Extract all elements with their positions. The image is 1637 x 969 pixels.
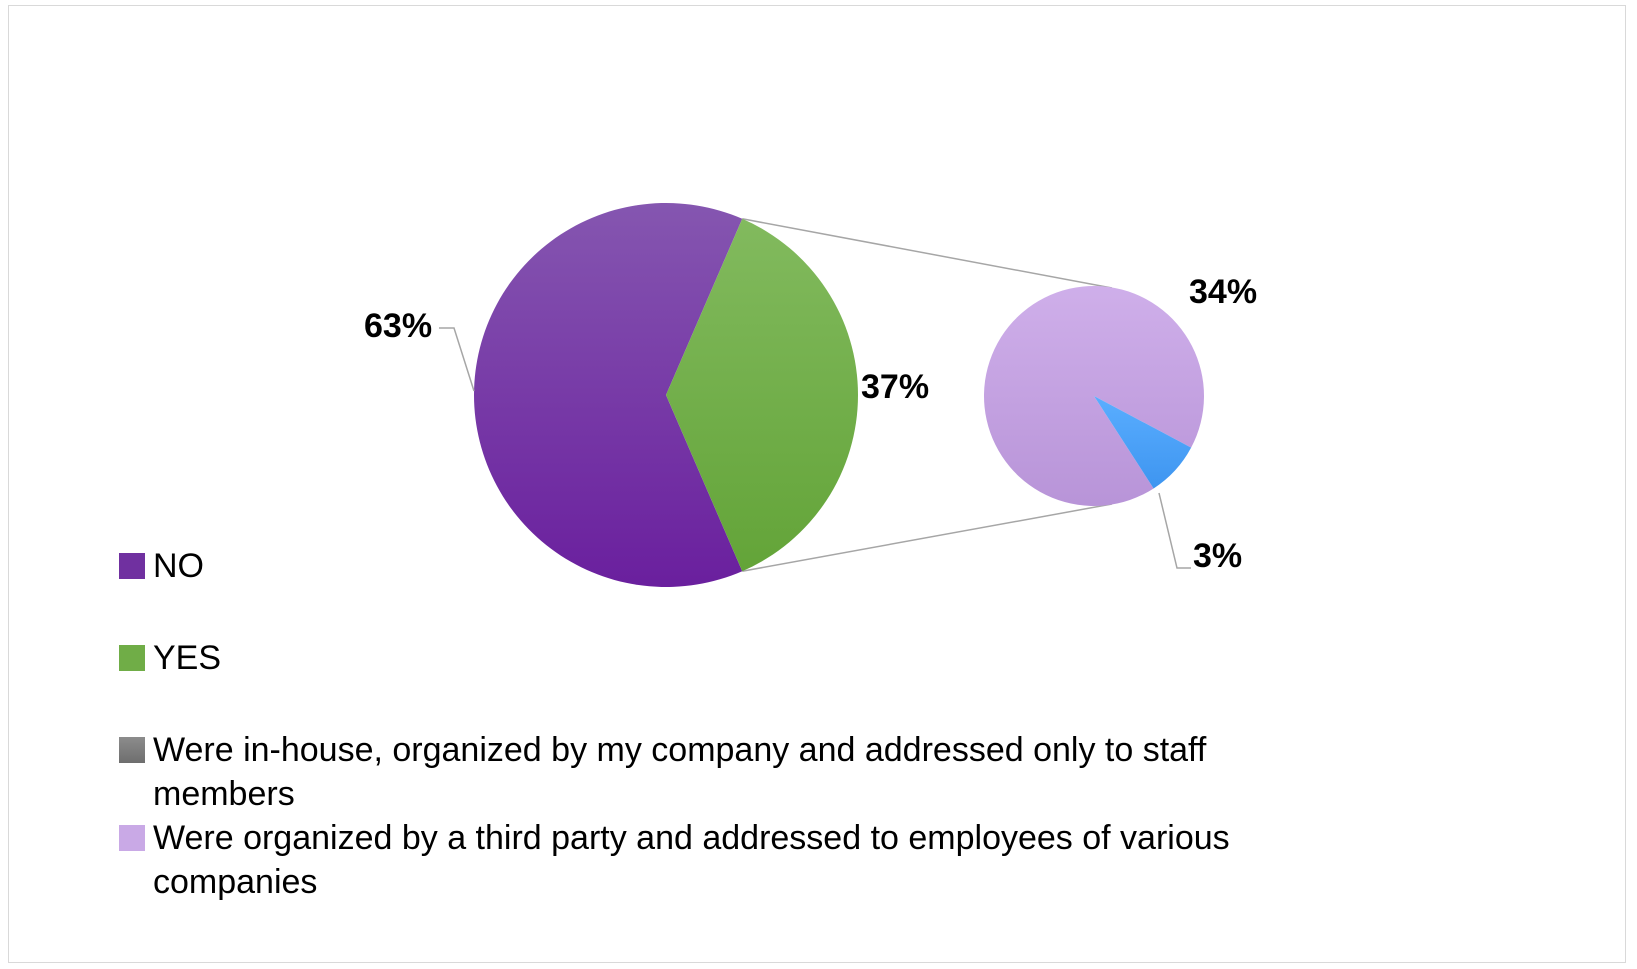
data-label-no: 63% (364, 307, 432, 345)
pie-slice-third-party (984, 285, 1204, 506)
pie-of-pie-chart: 63% 37% 34% 3% (364, 202, 1257, 587)
legend-item-in-house: Were in-house, organized by my company a… (119, 728, 1319, 816)
legend-item-yes: YES (119, 636, 1419, 680)
connector-line-bottom (742, 503, 1113, 572)
leader-line-no (439, 327, 475, 392)
data-label-in-house: 3% (1193, 537, 1242, 575)
legend-item-third-party: Were organized by a third party and addr… (119, 816, 1369, 904)
legend-swatch-in-house (119, 737, 145, 763)
pie-slice-no (473, 202, 743, 587)
legend-swatch-yes (119, 645, 145, 671)
leader-line-in-house (1158, 492, 1191, 569)
legend-label-third-party: Were organized by a third party and addr… (153, 819, 1230, 901)
legend-label-no: NO (153, 547, 204, 585)
legend-swatch-third-party (119, 825, 145, 851)
chart-area: 63% 37% 34% 3% NO YES Were in-house, organi… (8, 5, 1626, 963)
connector-line-top (742, 218, 1113, 289)
legend: NO YES Were in-house, organized by my co… (119, 544, 1419, 904)
legend-label-in-house: Were in-house, organized by my company a… (153, 731, 1207, 813)
pie-slice-yes (666, 218, 858, 572)
legend-swatch-no (119, 553, 145, 579)
data-label-third-party: 34% (1189, 273, 1257, 311)
pie-slice-in-house (1094, 396, 1192, 489)
data-label-yes: 37% (861, 368, 929, 406)
legend-item-no: NO (119, 544, 1419, 588)
legend-label-yes: YES (153, 639, 222, 677)
